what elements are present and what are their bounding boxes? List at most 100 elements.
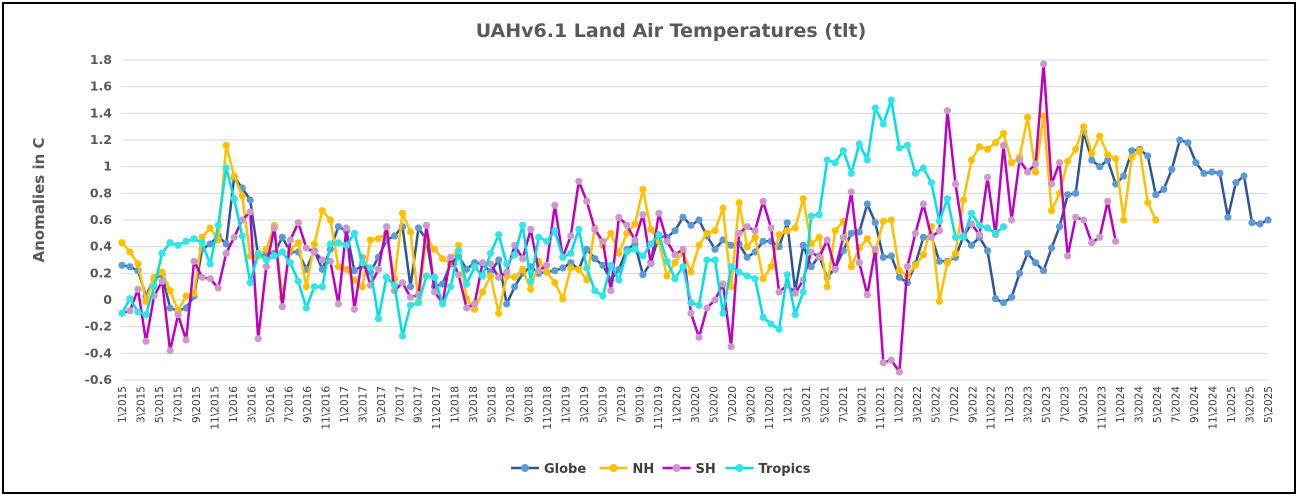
tropics-point <box>839 147 847 155</box>
x-tick-label: 9\2022 <box>967 386 979 423</box>
nh-point <box>1040 112 1048 120</box>
sh-point <box>430 288 439 296</box>
nh-point <box>374 235 382 243</box>
tropics-point <box>791 311 799 319</box>
tropics-point <box>406 301 415 309</box>
x-tick-label: 3\2022 <box>912 386 924 423</box>
nh-point <box>206 224 214 232</box>
x-tick-label: 3\2017 <box>357 386 369 423</box>
x-tick-label: 1\2016 <box>228 386 240 423</box>
tropics-point <box>887 96 895 104</box>
globe-point <box>847 229 855 237</box>
nh-point <box>751 233 759 241</box>
globe-point <box>711 245 719 253</box>
x-tick-label: 7\2021 <box>838 386 850 423</box>
y-tick-label: 0.4 <box>90 239 112 254</box>
x-tick-label: 3\2018 <box>468 386 480 423</box>
globe-point <box>182 304 190 312</box>
sh-point <box>711 296 719 304</box>
globe-point <box>895 273 904 281</box>
tropics-point <box>439 300 447 308</box>
sh-point <box>911 229 920 237</box>
tropics-point <box>639 252 647 260</box>
tropics-point <box>871 104 879 112</box>
nh-point <box>911 261 920 269</box>
gridlines <box>122 59 1268 381</box>
tropics-point <box>398 332 407 340</box>
nh-point <box>222 141 230 149</box>
tropics-point <box>719 309 727 317</box>
tropics-point <box>559 253 567 261</box>
sh-point <box>1056 159 1064 167</box>
globe-point <box>967 241 976 249</box>
tropics-point <box>647 240 655 248</box>
sh-point <box>447 253 455 261</box>
nh-point <box>1112 155 1120 163</box>
nh-point <box>727 283 735 291</box>
sh-point <box>374 265 382 273</box>
x-tick-label: 7\2023 <box>1060 386 1072 423</box>
sh-point <box>382 223 391 231</box>
globe-point <box>591 255 599 263</box>
sh-point <box>1008 216 1016 224</box>
globe-point <box>871 219 879 227</box>
nh-point <box>519 265 527 273</box>
globe-point <box>278 233 286 241</box>
nh-point <box>318 207 326 215</box>
globe-point <box>1192 159 1200 167</box>
x-tick-label: 3\2019 <box>579 386 591 423</box>
sh-point <box>751 227 759 235</box>
sh-point <box>262 263 270 271</box>
sh-point <box>286 236 294 244</box>
sh-point <box>551 201 559 209</box>
sh-point <box>182 336 190 344</box>
x-tick-label: 1\2018 <box>450 386 462 423</box>
nh-point <box>879 217 887 225</box>
nh-point <box>783 227 791 235</box>
nh-point <box>847 263 855 271</box>
nh-point <box>623 229 631 237</box>
tropics-point <box>463 280 471 288</box>
globe-point <box>166 304 174 312</box>
nh-point <box>607 229 615 237</box>
globe-point <box>559 264 567 272</box>
y-tick-label: -0.2 <box>85 319 112 334</box>
tropics-point <box>967 209 976 217</box>
sh-point <box>663 237 671 245</box>
globe-line <box>121 130 1269 312</box>
legend-label: Globe <box>544 462 586 477</box>
x-tick-label: 1\2019 <box>561 386 573 423</box>
y-tick-label: 1.6 <box>90 79 112 94</box>
tropics-point <box>951 233 960 241</box>
nh-point <box>703 229 711 237</box>
x-tick-label: 11\2017 <box>431 386 443 430</box>
nh-point <box>799 195 807 203</box>
chart-title: UAHv6.1 Land Air Temperatures (tlt) <box>476 20 867 42</box>
tropics-point <box>294 277 302 285</box>
sh-point <box>214 284 222 292</box>
tropics-point <box>158 249 166 257</box>
series-globe <box>118 128 1272 315</box>
tropics-point <box>919 164 928 172</box>
globe-point <box>799 241 807 249</box>
tropics-point <box>903 141 912 149</box>
nh-point <box>815 233 823 241</box>
sh-point <box>158 277 166 285</box>
sh-point <box>342 224 350 232</box>
sh-point <box>951 180 960 188</box>
sh-point <box>895 368 904 376</box>
sh-point <box>1096 233 1104 241</box>
legend-item-nh: NH <box>599 462 654 477</box>
globe-point <box>863 200 871 208</box>
nh-point <box>1072 145 1080 153</box>
globe-point <box>1176 136 1184 144</box>
nh-point <box>142 297 150 305</box>
sh-point <box>719 280 727 288</box>
nh-point <box>126 248 134 256</box>
sh-point <box>695 333 703 341</box>
sh-point <box>230 233 238 241</box>
tropics-point <box>190 235 198 243</box>
x-tick-label: 3\2016 <box>246 386 258 423</box>
globe-point <box>599 261 607 269</box>
globe-point <box>1112 180 1120 188</box>
